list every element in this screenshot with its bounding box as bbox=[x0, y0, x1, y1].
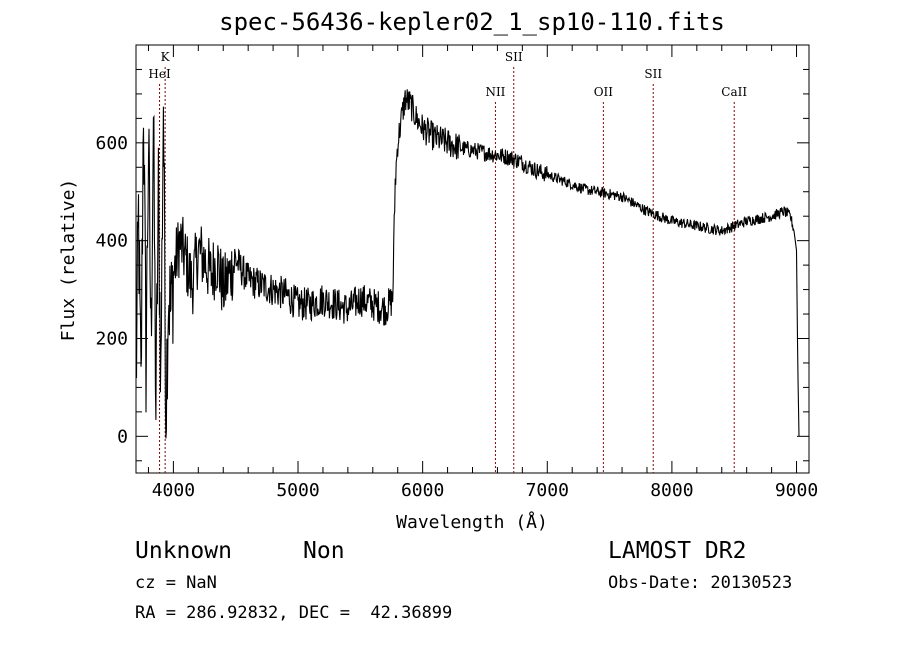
spectral-subclass: Non bbox=[303, 538, 345, 564]
spectral-class: Unknown bbox=[135, 538, 232, 564]
x-tick-label: 4000 bbox=[152, 480, 195, 501]
emission-line-label: HeI bbox=[148, 67, 171, 81]
x-tick-label: 8000 bbox=[650, 480, 693, 501]
plot-area: 4000 5000 6000 7000 8000 9000 0 200 400 600 K HeI NI… bbox=[95, 44, 818, 501]
x-tick-label: 7000 bbox=[526, 480, 569, 501]
coordinates-readout: RA = 286.92832, DEC = 42.36899 bbox=[135, 603, 453, 623]
y-tick-label: 200 bbox=[95, 328, 128, 349]
x-axis-label: Wavelength (Å) bbox=[396, 511, 548, 533]
emission-line-label: K bbox=[161, 50, 171, 64]
x-tick-label: 9000 bbox=[775, 480, 818, 501]
emission-line-label: NII bbox=[485, 85, 505, 99]
spectrum-series-line bbox=[135, 89, 800, 439]
emission-line-label: OII bbox=[594, 85, 614, 99]
y-axis-label: Flux (relative) bbox=[58, 179, 79, 342]
y-tick-label: 0 bbox=[117, 426, 128, 447]
plot-frame bbox=[135, 44, 810, 474]
x-tick-label: 5000 bbox=[276, 480, 319, 501]
emission-line-label: SII bbox=[505, 50, 523, 64]
emission-line-label: CaII bbox=[721, 85, 747, 99]
x-tick-label: 6000 bbox=[401, 480, 444, 501]
emission-line-label: SII bbox=[644, 67, 662, 81]
y-tick-label: 400 bbox=[95, 231, 128, 252]
chart-title: spec-56436-kepler02_1_sp10-110.fits bbox=[219, 8, 725, 36]
y-tick-label: 600 bbox=[95, 133, 128, 154]
observation-date: Obs-Date: 20130523 bbox=[608, 573, 793, 593]
survey-name: LAMOST DR2 bbox=[608, 538, 747, 564]
redshift-readout: cz = NaN bbox=[135, 573, 217, 593]
